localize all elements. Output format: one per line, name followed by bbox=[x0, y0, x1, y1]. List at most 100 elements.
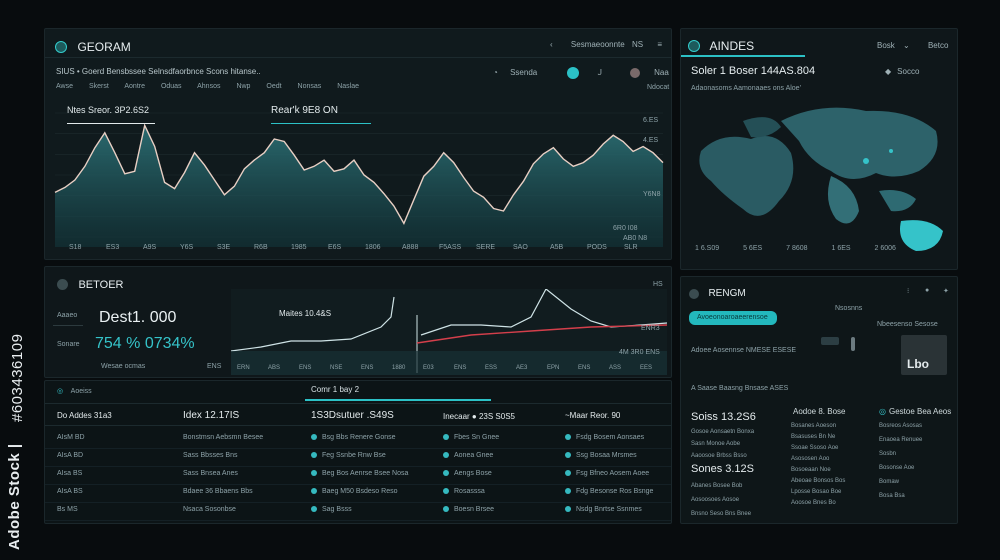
panel-title: GEORAM bbox=[77, 39, 131, 54]
mid-x-tick-label: 1880 bbox=[392, 365, 406, 371]
mid-x-tick-label: NSE bbox=[330, 365, 342, 371]
toggle-switch[interactable] bbox=[821, 337, 839, 345]
menu-icon[interactable]: ≡ bbox=[657, 40, 662, 49]
table-cell: Baeg M50 Bsdeso Reso bbox=[311, 488, 398, 495]
left-metric: Ntes Sreor. 3P2.6S2 bbox=[67, 105, 150, 115]
mid-right-0: HS bbox=[653, 281, 663, 288]
right-list-item: Bosoeaan Noe bbox=[791, 467, 831, 473]
right-list-item: Ssoae Ssoso Aoe bbox=[791, 445, 839, 451]
x-tick-label: E6S bbox=[328, 244, 342, 251]
table-cell-text: Bsg Bbs Renere Gonse bbox=[322, 434, 396, 441]
col2-title: Aodoe 8. Bose bbox=[793, 407, 846, 416]
table-header-left: ◎ Aoeiss bbox=[57, 387, 92, 395]
map-control-1[interactable]: Bosk bbox=[877, 41, 895, 50]
tool-label-2[interactable]: Naa bbox=[654, 68, 669, 78]
series-area bbox=[55, 125, 663, 247]
tab-9[interactable]: Ndocat bbox=[647, 84, 670, 91]
status-dot-icon bbox=[311, 506, 317, 513]
user-icon[interactable]: ● bbox=[925, 287, 930, 294]
filter-icon[interactable]: ⁝ bbox=[907, 288, 910, 295]
table-cell-text: Aonea Gnee bbox=[454, 452, 494, 459]
status-dot-icon bbox=[565, 434, 571, 441]
table-cell-text: AIsA BS bbox=[57, 488, 83, 495]
table-row[interactable]: AIsa BS Sass Bnsea Anes Beg Bos Aenrse Bse… bbox=[45, 467, 671, 485]
settings-icon[interactable]: ✦ bbox=[943, 288, 949, 295]
primary-action-button[interactable]: Avoeonoaroaeerensoe bbox=[689, 311, 777, 325]
right-list-item: Aoosoe Bnes Bo bbox=[791, 500, 836, 506]
avatar[interactable] bbox=[629, 68, 640, 78]
y-label-3: 6R0 I08 bbox=[613, 225, 638, 232]
mid-right-1: ENR3 bbox=[641, 325, 660, 332]
col-title-0: Do Addes 31a3 bbox=[57, 411, 112, 420]
mid-foot-2: ENS bbox=[207, 363, 222, 370]
table-cell: Boesn Brsee bbox=[443, 506, 494, 513]
tool-label-1[interactable]: Ssenda bbox=[510, 68, 538, 78]
table-cell: Bs MS bbox=[57, 506, 78, 513]
map-label-1: 5 6ES bbox=[743, 245, 763, 252]
mid-header: BETOER bbox=[57, 276, 123, 294]
tab-5[interactable]: Nwp bbox=[236, 83, 251, 90]
table-row[interactable]: Bs MS Nsaca Sosonbse Sag Bsss Boesn Brsee Ns… bbox=[45, 503, 671, 521]
right-header: RENGM bbox=[689, 285, 746, 303]
info-dot-button[interactable] bbox=[567, 67, 580, 79]
right-list-item: Aaoosoe Brbss Bsso bbox=[691, 453, 747, 459]
tab-8[interactable]: Naslae bbox=[337, 83, 360, 90]
badge-icon bbox=[57, 279, 68, 291]
table-cell-text: Fbes Sn Gnee bbox=[454, 434, 500, 441]
table-cell: Nsdg Bnrtse Ssnmes bbox=[565, 506, 642, 513]
table-cell-text: Sag Bsss bbox=[322, 506, 352, 513]
toggle-switch-2[interactable] bbox=[851, 337, 855, 351]
right-list-item: Bnsno Seso Bns Bnee bbox=[691, 511, 752, 517]
table-cell-text: Sass Bnsea Anes bbox=[183, 470, 238, 477]
x-tick-label: PODS bbox=[587, 244, 607, 251]
chevron-left-icon[interactable]: ‹ bbox=[550, 40, 553, 49]
stat-2: Sones 3.12S bbox=[691, 463, 754, 475]
table-cell: Bdaee 36 Bbaens Bbs bbox=[183, 488, 253, 495]
table-panel: ◎ Aoeiss Comr 1 bay 2 Do Addes 31a3 Idex… bbox=[44, 380, 672, 524]
mid-chart-label: Maites 10.4&S bbox=[279, 309, 332, 318]
right-line-2: A Saase Baasng Bnsase ASES bbox=[691, 385, 789, 392]
chevron-down-icon[interactable]: ⌄ bbox=[903, 41, 910, 50]
right-list-item: Aosoosoes Aosoe bbox=[691, 497, 740, 503]
mid-x-tick-label: EPN bbox=[547, 365, 559, 371]
top-control-1[interactable]: Sesmaeoonnte bbox=[570, 40, 625, 49]
map-side-label: Socco bbox=[897, 67, 920, 76]
tab-bar: Awse Skerst Aontre Oduas Ahnsos Nwp Oedt… bbox=[56, 83, 373, 90]
tab-7[interactable]: Nonsas bbox=[297, 83, 322, 90]
tab-2[interactable]: Aontre bbox=[124, 83, 145, 90]
clock-icon[interactable]: ◔ bbox=[493, 68, 498, 78]
pin-icon[interactable]: Ｊ bbox=[595, 68, 604, 78]
tab-0[interactable]: Awse bbox=[56, 83, 73, 90]
table-cell-text: Nsaca Sosonbse bbox=[183, 506, 236, 513]
table-cell-text: Sass Bbsses Bns bbox=[183, 452, 238, 459]
status-dot-icon bbox=[565, 488, 571, 495]
table-cell: AIsa BS bbox=[57, 470, 82, 477]
mid-right-2: 4M 3R0 ENS bbox=[619, 349, 660, 356]
table-row[interactable]: AIsA BD Sass Bbsses Bns Feg Ssnbe Rnw Bse A… bbox=[45, 449, 671, 467]
col3-title-text: Gestoe Bea Aeos bbox=[888, 407, 952, 416]
table-cell: AIsA BS bbox=[57, 488, 83, 495]
table-row[interactable]: AIsM BD Bonstmsn Aebsmn Besee Bsg Bbs Rene… bbox=[45, 431, 671, 449]
tab-1[interactable]: Skerst bbox=[88, 83, 109, 90]
x-tick-label: Y6S bbox=[180, 244, 194, 251]
map-control-2[interactable]: Betco bbox=[927, 41, 949, 50]
tab-4[interactable]: Ahnsos bbox=[197, 83, 221, 90]
world-map bbox=[699, 107, 943, 251]
right-list-item: Bosreos Asosas bbox=[879, 423, 923, 429]
y-label-4: AB0 N8 bbox=[623, 235, 648, 242]
tab-3[interactable]: Oduas bbox=[160, 83, 182, 90]
mid-line-chart: ERN ABS ENS NSE ENS 1880 E03 ENS ESS AE3 EPN ENS ASS… bbox=[231, 289, 667, 375]
right-list-item: Abeoae Bonsos Bos bbox=[791, 478, 846, 484]
status-dot-icon bbox=[565, 452, 571, 459]
top-control-2[interactable]: NS bbox=[631, 40, 644, 49]
right-list-item: Bosanes Aoeson bbox=[791, 423, 837, 429]
map-controls: Bosk ⌄ Betco bbox=[877, 41, 948, 50]
table-row[interactable]: AIsA BS Bdaee 36 Bbaens Bbs Baeg M50 Bsdes… bbox=[45, 485, 671, 503]
mid-x-tick-label: ESS bbox=[485, 365, 497, 371]
map-metric: Soler 1 Boser 144AS.804 bbox=[691, 65, 816, 77]
tab-6[interactable]: Oedt bbox=[266, 83, 282, 90]
x-tick-label: ES3 bbox=[106, 244, 119, 251]
right-list-item: Sosbn bbox=[879, 451, 897, 457]
table-cell-text: Fdg Besonse Ros Bsnge bbox=[576, 488, 654, 495]
table-cell-text: Fsg Bfneo Aosem Aoee bbox=[576, 470, 650, 477]
